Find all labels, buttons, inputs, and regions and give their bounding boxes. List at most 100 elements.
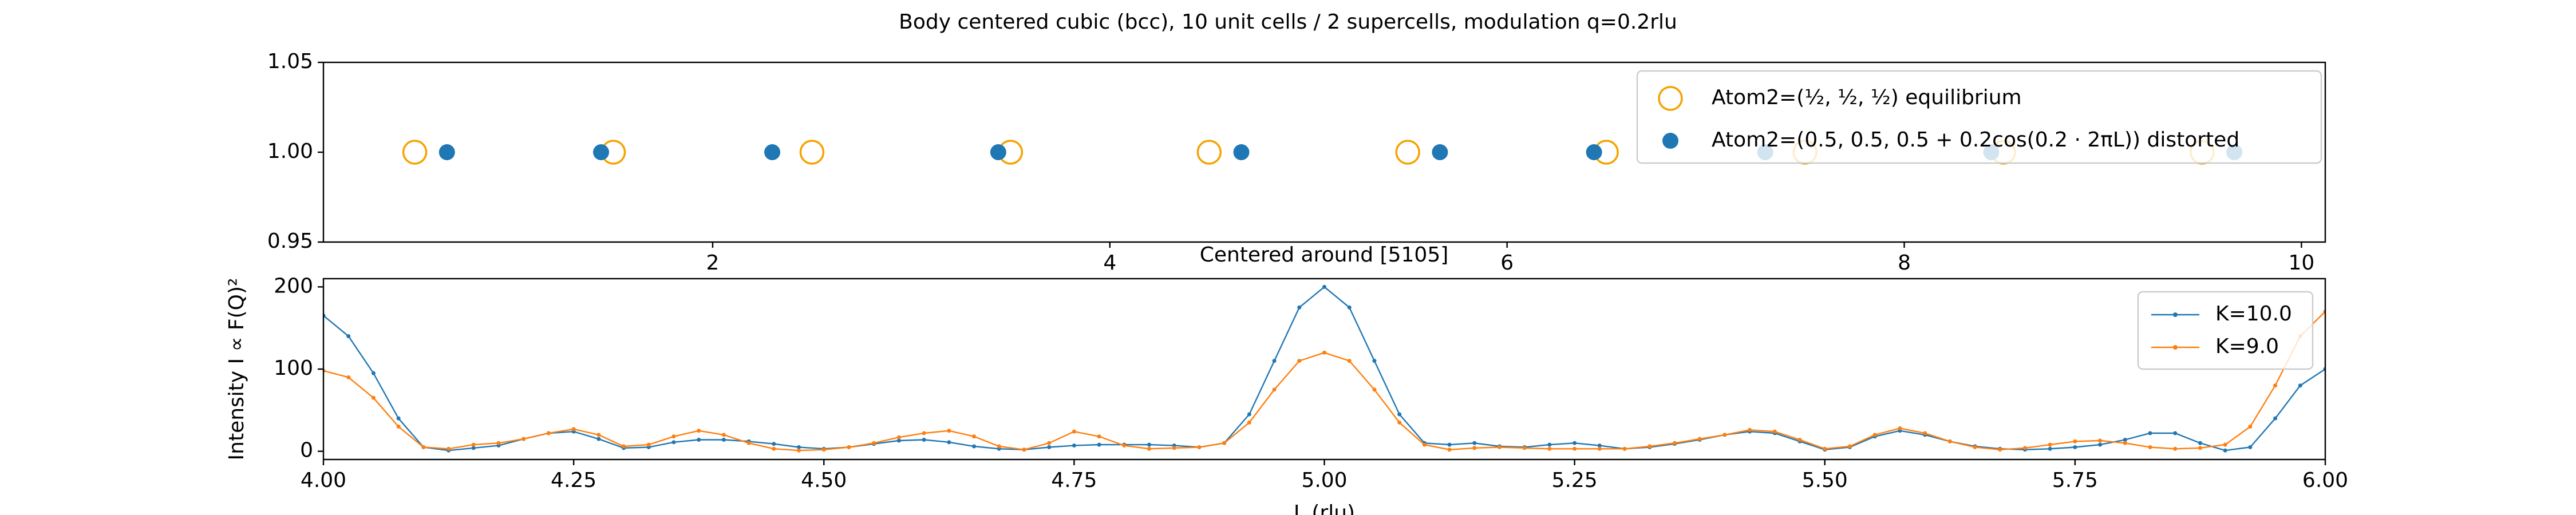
line-point (1222, 441, 1227, 445)
axes-frame (322, 278, 2326, 461)
line-point (596, 433, 601, 437)
line-point (947, 440, 951, 445)
line-point (471, 442, 476, 447)
x-tick-label: 2 (706, 251, 720, 275)
line-point (1672, 441, 1677, 445)
axes-frame (322, 61, 2326, 243)
line-point (1097, 442, 1101, 447)
legend-box (2137, 291, 2314, 370)
line-point (1372, 387, 1377, 392)
x-tick-label: 4.75 (1051, 469, 1097, 492)
line-point (1072, 443, 1076, 448)
chart-title: Centered around [5105] (1200, 243, 1449, 267)
y-tick-label: 1.05 (267, 50, 313, 73)
line-point (1772, 429, 1777, 434)
line-point (521, 437, 526, 441)
line-point (2123, 441, 2127, 445)
line-point (1322, 350, 1326, 355)
line-point (947, 429, 951, 433)
x-tick-label: 4.50 (801, 469, 847, 492)
line-point (872, 441, 876, 445)
line-point (2148, 445, 2152, 449)
line-point (922, 431, 926, 435)
legend-marker (1658, 86, 1683, 111)
scatter-point (990, 144, 1006, 160)
line-point (2273, 383, 2278, 388)
line-point (1647, 444, 1652, 449)
line-point (2073, 445, 2077, 449)
x-tick-label: 5.50 (1802, 469, 1848, 492)
line-point (1923, 431, 1927, 435)
legend-label: K=10.0 (2215, 302, 2292, 326)
line-point (821, 447, 826, 452)
y-axis-label: Intensity I ∝ F(Q)² (225, 278, 248, 461)
line-point (997, 444, 1001, 449)
legend-box (1636, 70, 2322, 164)
line-point (721, 433, 726, 437)
line-point (1497, 445, 1502, 449)
line-point (2198, 446, 2202, 450)
x-axis-label: L (rlu) (1294, 501, 1355, 515)
line-point (1122, 443, 1127, 448)
line-point (972, 444, 977, 449)
line-point (2073, 439, 2077, 443)
line-point (922, 438, 926, 442)
line-point (2048, 442, 2052, 447)
line-point (1172, 446, 1176, 450)
x-tick-label: 8 (1898, 251, 1911, 275)
line-point (2248, 445, 2253, 449)
line-point (2198, 441, 2202, 445)
x-tick-label: 10 (2288, 251, 2314, 275)
line-point (2098, 438, 2103, 443)
line-point (1447, 442, 1452, 447)
x-tick-label: 5.75 (2052, 469, 2098, 492)
line-point (596, 437, 601, 441)
line-point (797, 448, 801, 453)
line-point (1447, 447, 1452, 452)
line-point (1947, 439, 1952, 443)
x-tick-label: 4.25 (551, 469, 596, 492)
line-point (1047, 441, 1052, 445)
line-point (797, 445, 801, 449)
line-point (1797, 438, 1802, 442)
y-tick-label: 1.00 (267, 140, 313, 163)
line-point (1472, 441, 1477, 445)
legend-label: Atom2=(½, ½, ½) equilibrium (1712, 86, 2022, 109)
line-point (421, 445, 426, 449)
y-tick-label: 100 (274, 356, 313, 380)
line-point (1422, 442, 1427, 447)
line-point (1872, 433, 1877, 437)
line-point (1547, 446, 1552, 451)
line-point (746, 441, 751, 445)
line-point (1322, 284, 1326, 289)
line-point (1147, 446, 1152, 451)
line-point (1573, 446, 1577, 451)
line-point (2223, 442, 2227, 447)
line-point (1097, 434, 1101, 439)
line-point (1247, 412, 1251, 417)
line-point (1823, 446, 1827, 451)
line-point (546, 431, 551, 435)
line-point (1748, 427, 1752, 432)
line-point (1247, 420, 1251, 425)
line-point (1397, 412, 1402, 417)
x-tick-label: 6 (1500, 251, 1514, 275)
scatter-point (438, 144, 455, 160)
line-point (2048, 446, 2052, 451)
line-point (1522, 446, 1527, 450)
line-point (2298, 383, 2302, 388)
line-point (346, 334, 351, 339)
x-tick-label: 4 (1103, 251, 1116, 275)
line-point (671, 434, 676, 439)
line-point (1472, 446, 1477, 450)
line-point (772, 442, 776, 446)
scatter-point (593, 144, 610, 160)
line-point (1347, 359, 1352, 363)
line-point (1197, 445, 1202, 449)
line-point (1998, 447, 2002, 452)
line-point (396, 416, 401, 421)
legend-marker (2173, 312, 2178, 317)
scatter-point (402, 140, 428, 165)
line-point (1847, 444, 1852, 449)
